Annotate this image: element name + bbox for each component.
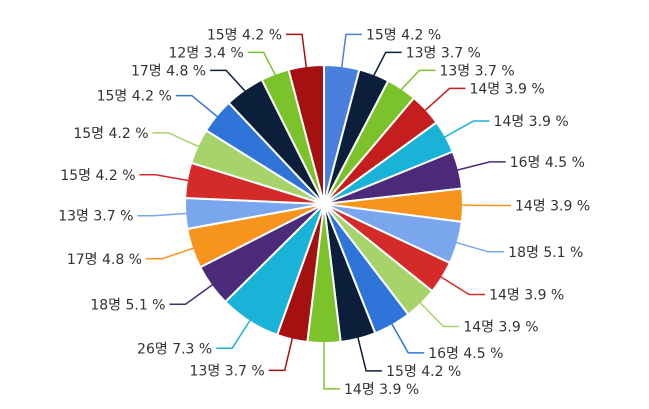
- slice-label: 15명 4.2 %: [73, 126, 148, 142]
- slice-label: 14명 3.9 %: [344, 382, 419, 398]
- label-connector-line: [210, 70, 245, 91]
- slice-label: 14명 3.9 %: [515, 198, 590, 214]
- label-connector-line: [400, 70, 435, 90]
- slice-label: 15명 4.2 %: [386, 364, 461, 380]
- label-connector-line: [358, 337, 382, 371]
- slice-label: 16명 4.5 %: [510, 155, 585, 171]
- slice-label: 14명 3.9 %: [469, 81, 544, 97]
- label-connector-line: [269, 337, 293, 370]
- label-connector-line: [169, 284, 213, 304]
- label-connector-line: [248, 52, 276, 75]
- label-connector-line: [373, 52, 401, 76]
- slice-label: 17명 4.8 %: [131, 63, 206, 79]
- label-connector-line: [391, 323, 424, 353]
- slice-label: 13명 3.7 %: [190, 363, 265, 379]
- slice-label: 13명 3.7 %: [406, 45, 481, 61]
- label-connector-line: [420, 302, 460, 326]
- label-connector-line: [153, 133, 200, 147]
- slice-label: 18명 5.1 %: [90, 297, 165, 313]
- label-connector-line: [324, 341, 340, 389]
- label-connector-line: [176, 96, 218, 118]
- slice-label: 13명 3.7 %: [439, 63, 514, 79]
- label-connector-line: [444, 121, 490, 137]
- label-connector-line: [342, 34, 362, 68]
- label-connector-line: [216, 320, 250, 349]
- slice-label: 13명 3.7 %: [58, 209, 133, 225]
- label-connector-line: [140, 175, 190, 181]
- label-connector-line: [440, 277, 485, 295]
- slice-label: 15명 4.2 %: [97, 89, 172, 105]
- slice-label: 18명 5.1 %: [508, 245, 583, 261]
- slice-label: 15명 4.2 %: [207, 27, 282, 43]
- label-connector-line: [456, 242, 505, 252]
- slice-label: 14명 3.9 %: [494, 114, 569, 130]
- slice-label: 14명 3.9 %: [463, 319, 538, 335]
- pie-center-hub: [318, 198, 330, 210]
- slice-label: 26명 7.3 %: [137, 341, 212, 357]
- slice-label: 15명 4.2 %: [366, 27, 441, 43]
- slice-label: 15명 4.2 %: [60, 168, 135, 184]
- label-connector-line: [425, 88, 466, 111]
- label-connector-line: [137, 213, 187, 215]
- label-connector-line: [286, 34, 306, 68]
- slice-label: 16명 4.5 %: [428, 346, 503, 362]
- label-connector-line: [457, 162, 506, 170]
- label-connector-line: [146, 248, 194, 259]
- slice-label: 12명 3.4 %: [169, 45, 244, 61]
- slice-label: 14명 3.9 %: [489, 288, 564, 304]
- slice-label: 17명 4.8 %: [67, 252, 142, 268]
